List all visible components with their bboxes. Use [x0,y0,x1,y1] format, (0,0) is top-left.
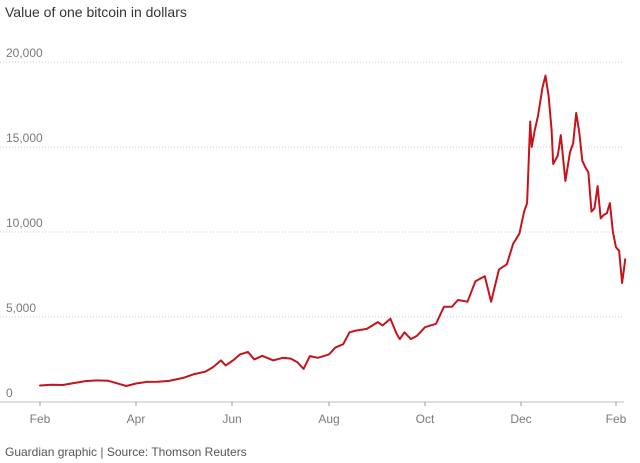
x-tick-label: Feb [30,412,51,426]
y-axis: 0 5,000 10,000 15,000 20,000 [6,46,43,400]
series-line [39,74,627,387]
gridlines [0,61,624,403]
y-tick-label: 20,000 [6,46,43,60]
x-tick-label: Dec [510,412,531,426]
x-tick-label: Jun [222,412,241,426]
bitcoin-price-chart: 0 5,000 10,000 15,000 20,000 Feb Apr Jun Aug Oct… [0,46,627,426]
y-tick-label: 0 [6,386,13,400]
y-tick-label: 5,000 [6,301,36,315]
y-tick-label: 15,000 [6,131,43,145]
x-tick-label: Feb [606,412,627,426]
source-credit: Guardian graphic | Source: Thomson Reute… [5,445,247,459]
x-tick-label: Oct [416,412,435,426]
x-axis: Feb Apr Jun Aug Oct Dec Feb [30,402,627,426]
x-tick-label: Apr [127,412,146,426]
series-layer [39,74,627,387]
x-tick-label: Aug [318,412,339,426]
chart-title: Value of one bitcoin in dollars [5,4,187,20]
y-tick-label: 10,000 [6,216,43,230]
